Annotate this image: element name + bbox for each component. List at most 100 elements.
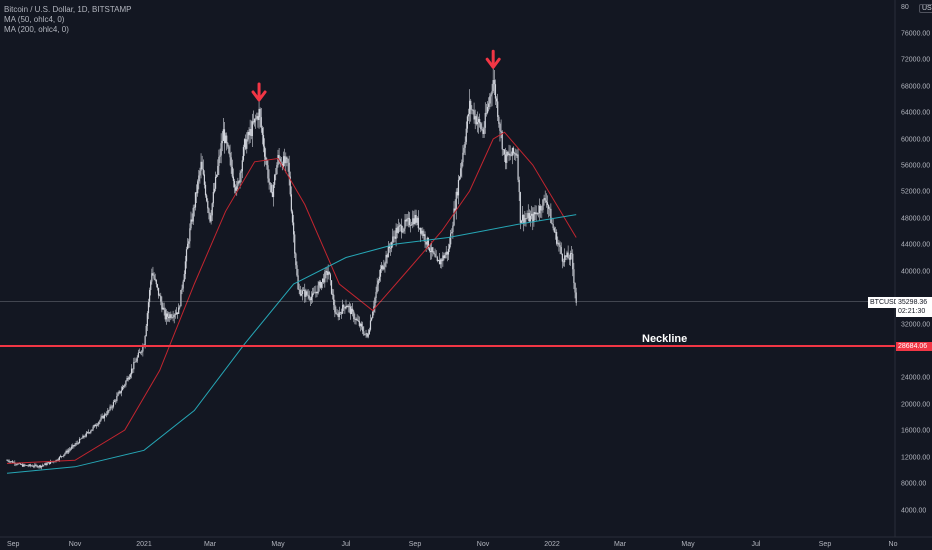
candle-body [509, 153, 511, 156]
candle-body [560, 247, 562, 254]
currency-badge[interactable]: USD [919, 4, 932, 13]
price-tick-label: 8000.00 [901, 481, 926, 488]
candle-body [343, 304, 345, 308]
candle-body [173, 314, 175, 318]
candle-body [74, 444, 76, 446]
candle-body [132, 368, 134, 370]
candle-body [66, 450, 68, 453]
candle-body [45, 463, 47, 465]
candle-body [81, 438, 83, 439]
price-tick-label: 52000.00 [901, 189, 930, 196]
candle-body [336, 313, 338, 315]
candle-body [458, 176, 461, 180]
candle-body [28, 464, 30, 466]
candle-body [521, 214, 524, 221]
candle-body [432, 247, 434, 253]
candle-body [111, 406, 113, 408]
candle-body [306, 291, 308, 295]
candle-body [564, 255, 566, 263]
candle-body [19, 463, 21, 465]
time-tick-label: Mar [614, 541, 627, 548]
candle-body [402, 231, 404, 233]
candle-body [204, 184, 207, 196]
candle-body [367, 334, 369, 337]
candle-body [544, 198, 546, 201]
price-axis[interactable]: 76000.00 72000.00 68000.00 64000.00 60000.00… [901, 4, 930, 515]
legend-ma200[interactable]: MA (200, ohlc4, 0) [4, 25, 69, 34]
candle-body [297, 275, 299, 290]
candle-body [87, 431, 90, 433]
candle-body [301, 290, 304, 295]
candle-body [289, 176, 291, 195]
candle-body [329, 274, 331, 281]
candle-body [174, 314, 176, 315]
candle-body [259, 108, 261, 118]
candle-body [551, 223, 553, 225]
candle-body [72, 445, 74, 447]
time-tick-label: May [681, 541, 695, 548]
candle-body [324, 272, 326, 283]
candle-body [144, 336, 146, 347]
time-axis[interactable]: Sep Nov 2021 Mar May Jul Sep Nov 2022 Mar May Jul Se… [7, 541, 898, 548]
candle-body [274, 174, 276, 185]
candle-body [112, 401, 115, 407]
ma50-line[interactable] [6, 131, 577, 464]
candle-body [407, 217, 409, 219]
candle-body [265, 156, 267, 161]
candle-body [536, 212, 538, 214]
candle-body [310, 296, 313, 301]
last-price-label: 35298.36 02:21:30 [896, 297, 932, 317]
candle-body [389, 248, 392, 249]
candle-body [467, 113, 470, 117]
candle-body [318, 281, 320, 286]
candle-body [134, 361, 136, 363]
candle-body [475, 116, 477, 125]
candle-body [11, 461, 14, 463]
candle-body [100, 417, 102, 421]
candle-body [443, 255, 445, 259]
candle-body [401, 225, 403, 233]
candle-body [201, 161, 203, 170]
legend-symbol[interactable]: Bitcoin / U.S. Dollar, 1D, BITSTAMP [4, 5, 132, 14]
candle-body [294, 234, 296, 254]
candle-body [130, 368, 133, 375]
candle-body [102, 415, 104, 419]
candle-body [118, 391, 120, 394]
candle-body [278, 155, 280, 159]
candle-body [169, 314, 171, 319]
candle-body [145, 325, 147, 337]
candle-body [334, 304, 336, 313]
down-arrow-icon[interactable] [485, 49, 501, 69]
candle-body [349, 306, 352, 315]
candle-body [73, 445, 75, 446]
time-tick-label: Sep [7, 541, 20, 548]
candle-body [86, 431, 89, 433]
candle-body [246, 139, 248, 149]
candle-body [483, 127, 485, 135]
candle-body [106, 414, 108, 416]
down-arrow-icon[interactable] [251, 82, 267, 102]
candle-body [307, 294, 309, 296]
candle-body [26, 465, 28, 466]
candle-body [266, 160, 268, 166]
candle-body [372, 311, 374, 319]
ma200-line[interactable] [6, 214, 577, 474]
neckline-price-label: 28684.06 [896, 342, 932, 351]
candle-body [561, 253, 563, 262]
candle-body [575, 292, 577, 303]
candle-body [414, 214, 416, 224]
candle-body [485, 112, 487, 114]
time-tick-label: Sep [409, 541, 422, 548]
candle-body [24, 464, 26, 466]
candle-body [421, 230, 423, 234]
candle-body [97, 424, 99, 426]
price-tick-label: 56000.00 [901, 163, 930, 170]
price-tick-label: 72000.00 [901, 57, 930, 64]
price-tick-label: 20000.00 [901, 402, 930, 409]
time-tick-label: Jul [752, 541, 761, 548]
candle-body [110, 406, 112, 408]
legend-ma50[interactable]: MA (50, ohlc4, 0) [4, 15, 65, 24]
candle-body [323, 278, 325, 283]
candle-body [466, 116, 468, 129]
